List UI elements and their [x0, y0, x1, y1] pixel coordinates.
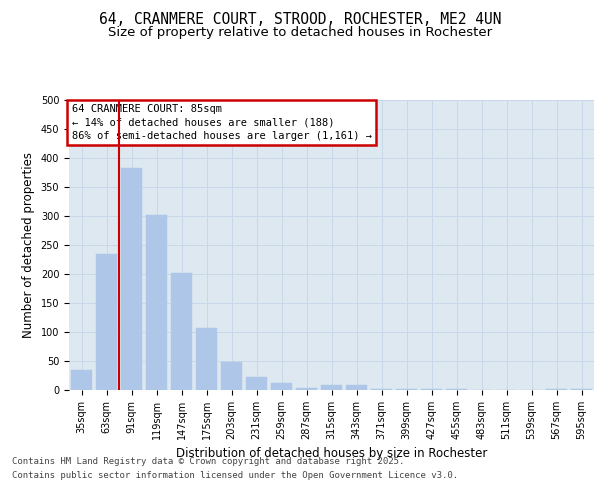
- Text: Contains HM Land Registry data © Crown copyright and database right 2025.: Contains HM Land Registry data © Crown c…: [12, 458, 404, 466]
- Bar: [146, 215, 167, 390]
- Text: 64, CRANMERE COURT, STROOD, ROCHESTER, ME2 4UN: 64, CRANMERE COURT, STROOD, ROCHESTER, M…: [99, 12, 501, 28]
- Bar: [196, 328, 217, 390]
- Bar: [171, 274, 192, 390]
- Bar: [96, 254, 117, 390]
- Text: Contains public sector information licensed under the Open Government Licence v3: Contains public sector information licen…: [12, 471, 458, 480]
- Bar: [371, 389, 392, 390]
- Bar: [271, 383, 292, 390]
- X-axis label: Distribution of detached houses by size in Rochester: Distribution of detached houses by size …: [176, 448, 487, 460]
- Bar: [221, 362, 242, 390]
- Text: 64 CRANMERE COURT: 85sqm
← 14% of detached houses are smaller (188)
86% of semi-: 64 CRANMERE COURT: 85sqm ← 14% of detach…: [71, 104, 371, 141]
- Text: Size of property relative to detached houses in Rochester: Size of property relative to detached ho…: [108, 26, 492, 39]
- Bar: [296, 388, 317, 390]
- Y-axis label: Number of detached properties: Number of detached properties: [22, 152, 35, 338]
- Bar: [246, 377, 267, 390]
- Bar: [71, 370, 92, 390]
- Bar: [346, 386, 367, 390]
- Bar: [571, 389, 592, 390]
- Bar: [121, 168, 142, 390]
- Bar: [321, 386, 342, 390]
